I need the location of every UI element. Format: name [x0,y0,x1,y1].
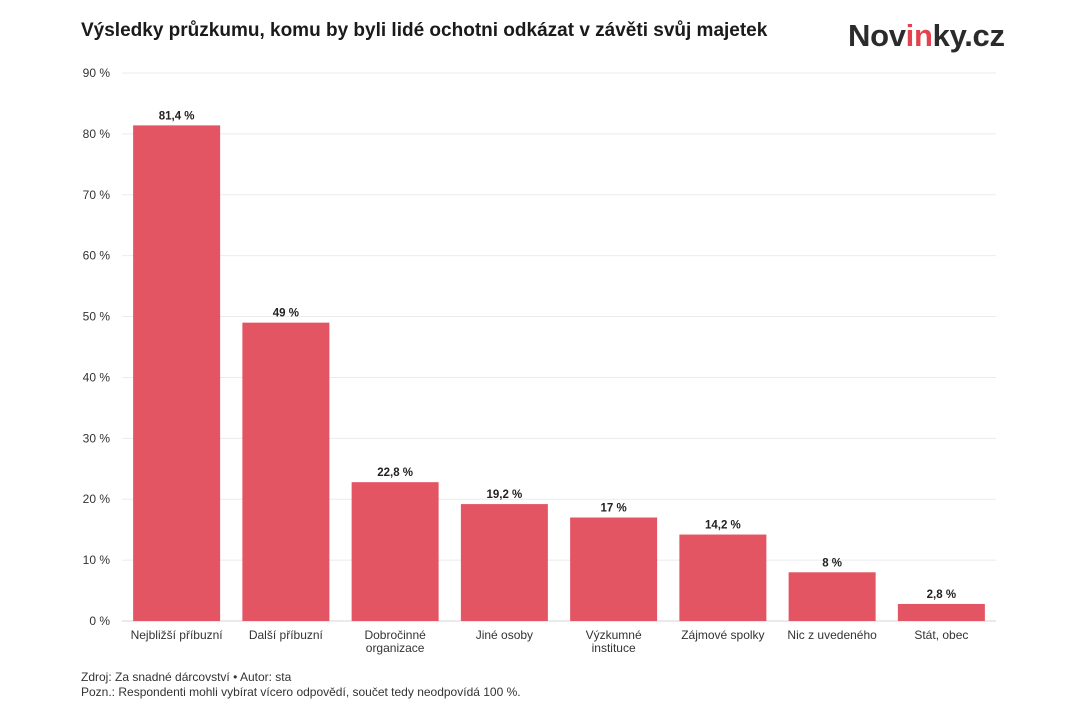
x-tick-label: Dobročinné organizace [364,628,426,655]
data-label: 49 % [273,308,299,320]
y-axis-ticks: 0 % 10 % 20 % 30 % 40 % 50 % 60 % 70 % 80 % 90 % [83,66,111,628]
x-tick-label-line: Jiné osoby [476,628,533,642]
x-tick-label-line: Zájmové spolky [681,628,764,642]
x-tick-label-line: organizace [366,641,425,655]
x-tick-label-line: Nejbližší příbuzní [131,628,224,642]
x-tick-label: Nic z uvedeného [787,628,877,642]
y-tick-label: 70 % [83,188,111,202]
data-label: 2,8 % [927,589,956,601]
x-tick-label: Nejbližší příbuzní [131,628,224,642]
data-label: 8 % [822,557,842,569]
y-tick-label: 60 % [83,249,111,263]
x-axis-ticks: Nejbližší příbuzní Další příbuzní Dobročin… [131,628,969,655]
y-tick-label: 80 % [83,127,111,141]
logo-text-suffix: ky.cz [932,18,1005,53]
logo-text-accent: in [905,18,933,53]
y-tick-label: 20 % [83,492,111,506]
x-tick-label-line: Nic z uvedeného [787,628,877,642]
data-label: 19,2 % [486,489,522,501]
novinky-logo: Novinky.cz [848,18,1005,54]
y-tick-label: 10 % [83,553,111,567]
x-tick-label: Jiné osoby [476,628,533,642]
bar [351,482,439,621]
bar [570,517,658,621]
data-label: 17 % [601,502,627,514]
chart-title: Výsledky průzkumu, komu by byli lidé och… [81,20,768,41]
source-credit: Zdroj: Za snadné dárcovství • Autor: sta [81,670,292,684]
x-tick-label: Stát, obec [914,628,968,642]
footnote: Pozn.: Respondenti mohli vybírat vícero … [81,685,521,699]
y-tick-label: 40 % [83,370,111,384]
y-tick-label: 90 % [83,66,111,80]
bar [788,572,876,621]
y-tick-label: 30 % [83,431,111,445]
data-label: 22,8 % [377,467,413,479]
data-label: 14,2 % [705,520,741,532]
y-tick-label: 0 % [89,614,110,628]
x-tick-label-line: Výzkumné [586,628,642,642]
bar [679,534,767,621]
x-tick-label: Další příbuzní [249,628,324,642]
x-tick-label-line: Stát, obec [914,628,968,642]
bar [460,504,548,621]
data-labels: 81,4 % 49 % 22,8 % 19,2 % 17 % 14,2 % 8 % 2,8 % [159,110,956,601]
logo-text-prefix: Nov [848,18,906,53]
x-tick-label: Výzkumné instituce [586,628,642,655]
x-tick-label-line: Další příbuzní [249,628,324,642]
data-label: 81,4 % [159,110,195,122]
bar [242,322,330,621]
y-tick-label: 50 % [83,310,111,324]
x-tick-label-line: Dobročinné [364,628,426,642]
bars [133,125,985,621]
bar [897,603,985,621]
bar [133,125,221,621]
x-tick-label-line: instituce [592,641,636,655]
x-tick-label: Zájmové spolky [681,628,764,642]
